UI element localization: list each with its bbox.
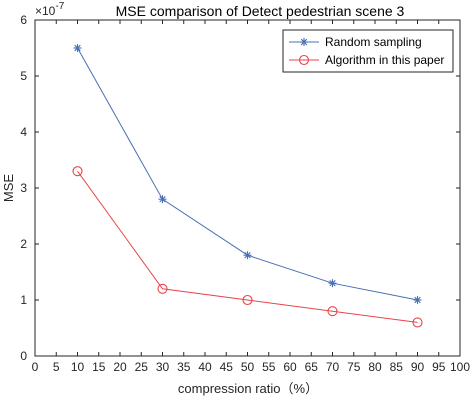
y-tick-label: 4 (20, 125, 27, 139)
y-exponent-label: ×10-7 (35, 1, 65, 18)
x-tick-label: 75 (347, 360, 361, 374)
data-point (327, 306, 338, 317)
x-tick-label: 85 (390, 360, 404, 374)
x-tick-label: 25 (135, 360, 149, 374)
x-tick-label: 90 (411, 360, 425, 374)
data-point (157, 283, 168, 294)
data-point (412, 317, 423, 328)
series-2 (72, 166, 423, 328)
y-tick-label: 0 (20, 349, 27, 363)
y-tick-label: 2 (20, 237, 27, 251)
series-1 (73, 44, 422, 304)
data-point (243, 251, 252, 260)
x-tick-label: 45 (220, 360, 234, 374)
y-axis-label: MSE (1, 174, 16, 203)
x-tick-label: 15 (92, 360, 106, 374)
svg-text:×10-7: ×10-7 (35, 1, 65, 18)
legend-marker (298, 54, 310, 66)
x-tick-label: 20 (113, 360, 127, 374)
y-tick-label: 1 (20, 293, 27, 307)
data-point (73, 44, 82, 52)
x-tick-label: 70 (326, 360, 340, 374)
x-tick-label: 35 (177, 360, 191, 374)
legend-item: Algorithm in this paper (289, 53, 444, 67)
legend-label: Algorithm in this paper (325, 53, 444, 67)
y-tick-label: 3 (20, 181, 27, 195)
x-tick-label: 95 (432, 360, 446, 374)
chart-title: MSE comparison of Detect pedestrian scen… (116, 3, 405, 19)
data-point (72, 166, 83, 177)
x-tick-label: 5 (53, 360, 60, 374)
series-layer (72, 44, 423, 328)
legend: Random sampling Algorithm in this paper (282, 29, 454, 73)
data-point (328, 279, 337, 288)
axis-ticks: 0 5 10 15 20 25 30 35 40 45 50 55 60 65 70 75 80 85 90 95 10… (20, 13, 470, 374)
x-tick-label: 40 (198, 360, 212, 374)
data-point (413, 296, 422, 304)
y-exponent-base: ×10 (35, 4, 56, 18)
x-tick-label: 60 (283, 360, 297, 374)
x-tick-label: 100 (450, 360, 470, 374)
legend-label: Random sampling (325, 35, 422, 49)
legend-marker (300, 38, 308, 46)
series-line (77, 170, 418, 323)
legend-item: Random sampling (289, 35, 422, 49)
x-tick-label: 65 (305, 360, 319, 374)
legend-box (282, 29, 454, 73)
y-tick-label: 6 (20, 13, 27, 27)
x-tick-label: 55 (262, 360, 276, 374)
data-point (158, 195, 167, 204)
y-tick-label: 5 (20, 69, 27, 83)
x-tick-label: 0 (32, 360, 39, 374)
x-tick-label: 10 (71, 360, 85, 374)
x-tick-label: 30 (156, 360, 170, 374)
y-exponent-power: -7 (55, 1, 64, 12)
data-point (242, 294, 253, 306)
x-tick-label: 50 (241, 360, 255, 374)
x-axis-label: compression ratio（%） (178, 381, 318, 396)
x-tick-label: 80 (368, 360, 382, 374)
